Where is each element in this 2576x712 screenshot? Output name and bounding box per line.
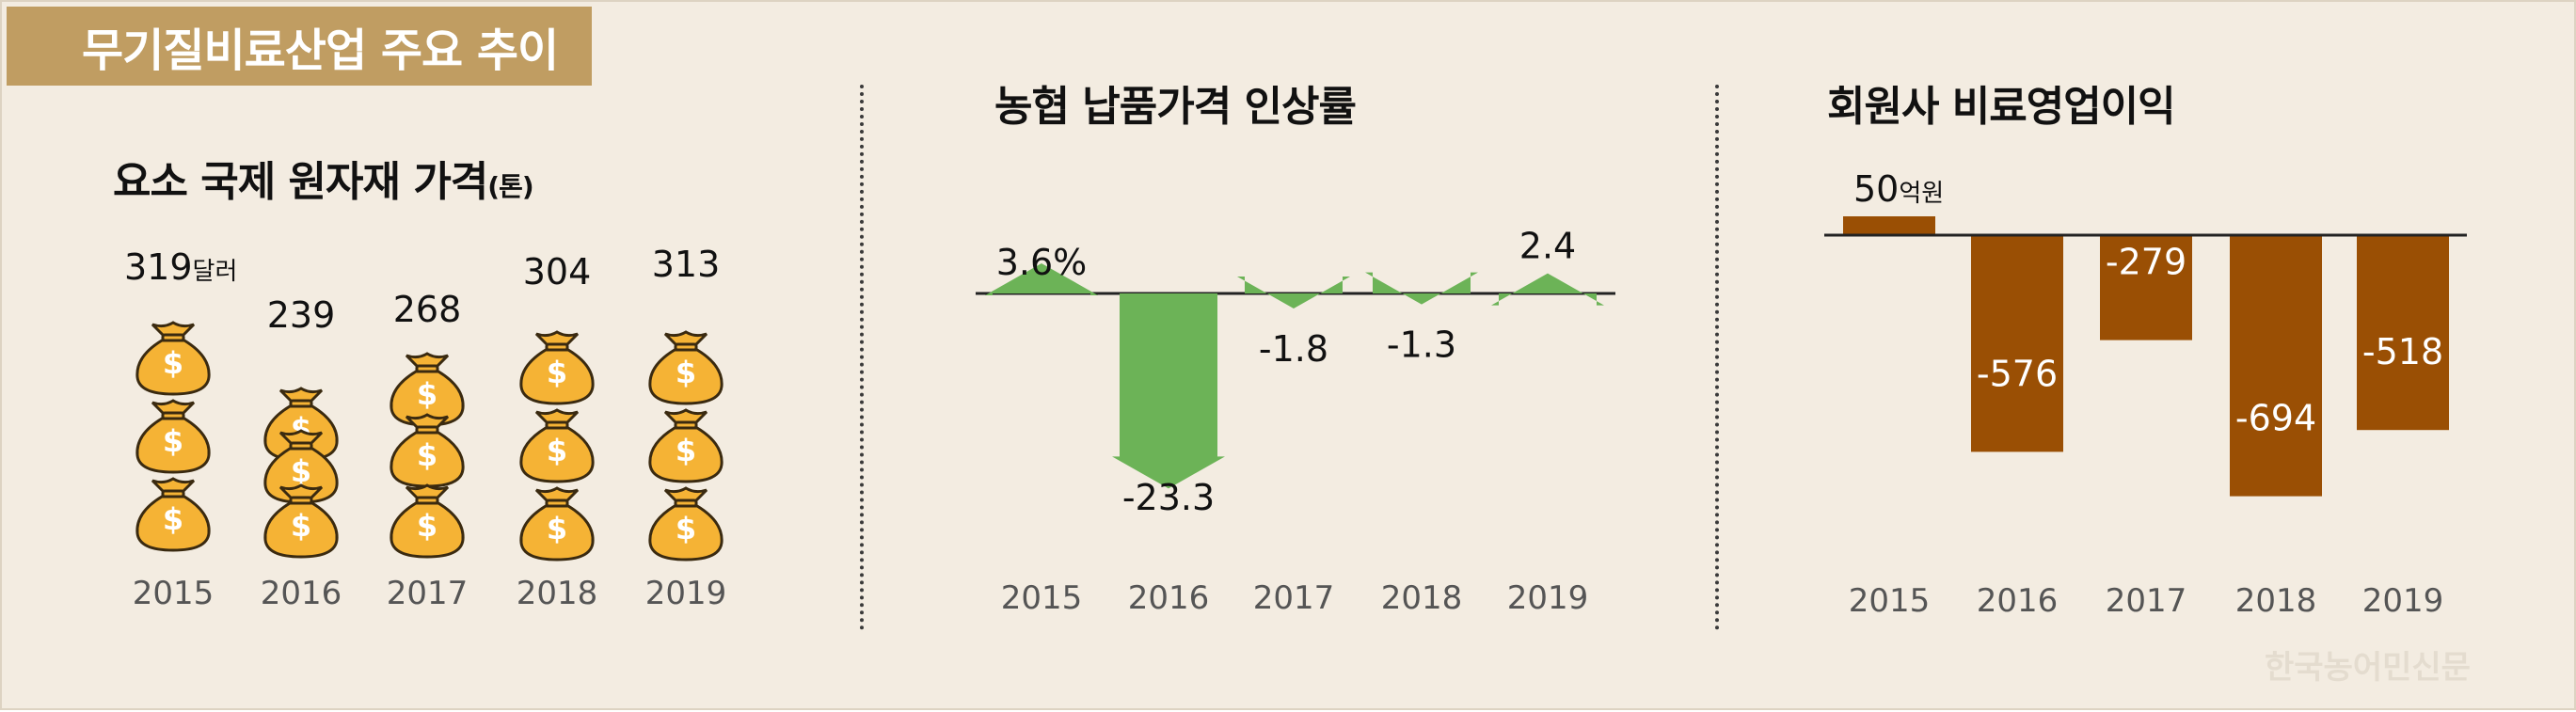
chart1-value-label: 304 bbox=[523, 251, 592, 293]
chart1-year-label: 2018 bbox=[517, 575, 598, 612]
chart2-arrow-bar bbox=[985, 262, 1098, 295]
chart3-value-label: 50억원 bbox=[1853, 168, 1944, 210]
chart3-bar bbox=[1971, 235, 2063, 452]
dollar-sign-icon: $ bbox=[676, 511, 696, 546]
watermark: 한국농어민신문 bbox=[2265, 649, 2471, 687]
chart2-value-label: 3.6% bbox=[996, 242, 1088, 283]
money-bag-body bbox=[135, 339, 211, 396]
chart3-value-label: -576 bbox=[1977, 353, 2058, 394]
money-bag-icon: $ bbox=[135, 321, 211, 396]
money-bag-icon: $ bbox=[135, 477, 211, 552]
chart3-value-label: -694 bbox=[2235, 398, 2316, 439]
money-bag-icon: $ bbox=[519, 486, 595, 562]
dollar-sign-icon: $ bbox=[547, 355, 567, 390]
chart1-year-label: 2015 bbox=[133, 575, 215, 612]
chart2-arrow-bar bbox=[1365, 272, 1478, 305]
chart3-bar bbox=[2100, 235, 2192, 340]
divider-right bbox=[1715, 85, 1719, 630]
chart1-value-label: 239 bbox=[267, 294, 336, 336]
money-bag-icon: $ bbox=[390, 352, 465, 427]
chart3-value-label: -518 bbox=[2362, 331, 2443, 372]
money-bag-icon: $ bbox=[390, 483, 465, 559]
chart2-year-label: 2018 bbox=[1381, 579, 1463, 617]
chart1-year-label: 2019 bbox=[645, 575, 727, 612]
chart1-value-label: 319달러 bbox=[124, 246, 237, 288]
chart2-value-label: -1.8 bbox=[1259, 328, 1328, 370]
chart1-value-suffix: 달러 bbox=[193, 258, 238, 286]
chart3-bar bbox=[2357, 235, 2449, 431]
money-bag-body bbox=[648, 348, 724, 405]
chart2-arrow-bar bbox=[1237, 277, 1350, 309]
money-bag-body bbox=[519, 348, 595, 405]
divider-left bbox=[860, 85, 864, 630]
chart3-year-label: 2019 bbox=[2362, 582, 2444, 620]
dollar-sign-icon: $ bbox=[547, 511, 567, 546]
money-bag-body bbox=[519, 504, 595, 562]
money-bag-icon: $ bbox=[390, 413, 465, 488]
chart3-year-label: 2017 bbox=[2106, 582, 2187, 620]
money-bag-icon: $ bbox=[648, 408, 724, 483]
money-bag-body bbox=[519, 426, 595, 483]
chart3-bar bbox=[2230, 235, 2322, 497]
money-bag-icon: $ bbox=[263, 483, 339, 559]
money-bag-body bbox=[648, 426, 724, 483]
money-bag-icon: $ bbox=[519, 330, 595, 405]
dollar-sign-icon: $ bbox=[291, 508, 311, 544]
money-bag-body bbox=[263, 501, 339, 559]
chart3-title: 회원사 비료영업이익 bbox=[1827, 83, 2176, 131]
dollar-sign-icon: $ bbox=[291, 453, 311, 489]
money-bag-icon: $ bbox=[519, 408, 595, 483]
chart3-year-label: 2018 bbox=[2235, 582, 2317, 620]
chart3-year-label: 2016 bbox=[1977, 582, 2059, 620]
money-bag-icon: $ bbox=[648, 486, 724, 562]
money-bag-body bbox=[648, 504, 724, 562]
dollar-sign-icon: $ bbox=[417, 508, 437, 544]
dollar-sign-icon: $ bbox=[547, 433, 567, 468]
chart3-value-label: -279 bbox=[2106, 242, 2186, 283]
chart2-year-label: 2019 bbox=[1507, 579, 1589, 617]
chart2-value-label: -1.3 bbox=[1387, 324, 1456, 366]
chart2-value-label: 2.4 bbox=[1519, 226, 1576, 267]
money-bag-body bbox=[390, 501, 465, 559]
money-bag-body bbox=[135, 495, 211, 552]
chart1-value-label: 268 bbox=[393, 289, 462, 330]
chart1-year-label: 2017 bbox=[387, 575, 469, 612]
chart2-year-label: 2017 bbox=[1253, 579, 1335, 617]
chart1-unit: (톤) bbox=[487, 171, 533, 202]
chart2-arrow-bar bbox=[1112, 293, 1225, 489]
chart2-value-label: -23.3 bbox=[1122, 477, 1215, 518]
chart2-year-label: 2016 bbox=[1128, 579, 1210, 617]
chart2-arrow-bar bbox=[1491, 273, 1604, 306]
chart3-value-suffix: 억원 bbox=[1899, 180, 1944, 208]
dollar-sign-icon: $ bbox=[676, 433, 696, 468]
chart2-title: 농협 납품가격 인상률 bbox=[994, 83, 1357, 131]
chart3-bar bbox=[1843, 216, 1935, 235]
chart3-year-label: 2015 bbox=[1849, 582, 1931, 620]
money-bag-icon: $ bbox=[648, 330, 724, 405]
money-bag-body bbox=[135, 417, 211, 474]
chart1-value-label: 313 bbox=[652, 244, 721, 285]
dollar-sign-icon: $ bbox=[417, 376, 437, 412]
chart1-title: 요소 국제 원자재 가격(톤) bbox=[113, 158, 534, 206]
dollar-sign-icon: $ bbox=[417, 437, 437, 473]
dollar-sign-icon: $ bbox=[163, 501, 183, 537]
dollar-sign-icon: $ bbox=[163, 423, 183, 459]
chart1-year-label: 2016 bbox=[261, 575, 342, 612]
infographic-title: 무기질비료산업 주요 추이 bbox=[7, 7, 592, 86]
dollar-sign-icon: $ bbox=[676, 355, 696, 390]
dollar-sign-icon: $ bbox=[163, 345, 183, 381]
money-bag-icon: $ bbox=[135, 399, 211, 474]
chart2-year-label: 2015 bbox=[1001, 579, 1083, 617]
